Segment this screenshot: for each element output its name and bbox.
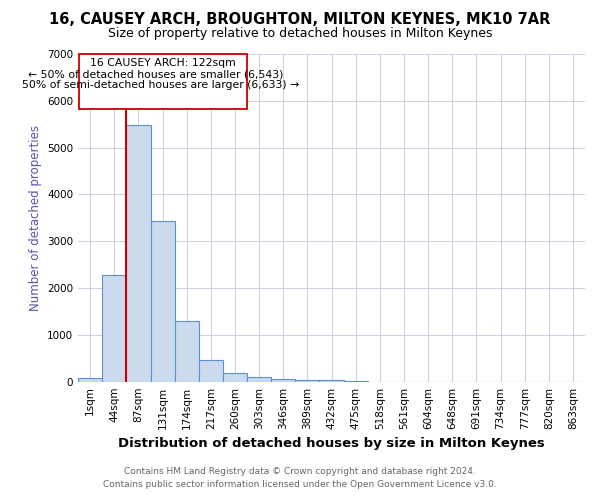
Bar xyxy=(79,54,247,109)
Bar xyxy=(319,380,344,382)
Y-axis label: Number of detached properties: Number of detached properties xyxy=(29,125,41,311)
Bar xyxy=(175,321,199,382)
Text: 50% of semi-detached houses are larger (6,633) →: 50% of semi-detached houses are larger (… xyxy=(22,80,299,90)
Text: 16 CAUSEY ARCH: 122sqm: 16 CAUSEY ARCH: 122sqm xyxy=(90,58,236,68)
Bar xyxy=(199,360,223,382)
Bar xyxy=(151,220,175,382)
Bar xyxy=(127,125,151,382)
X-axis label: Distribution of detached houses by size in Milton Keynes: Distribution of detached houses by size … xyxy=(118,437,545,450)
Bar xyxy=(271,378,295,382)
Bar xyxy=(295,380,319,382)
Text: Size of property relative to detached houses in Milton Keynes: Size of property relative to detached ho… xyxy=(108,28,492,40)
Text: Contains HM Land Registry data © Crown copyright and database right 2024.
Contai: Contains HM Land Registry data © Crown c… xyxy=(103,468,497,489)
Text: 16, CAUSEY ARCH, BROUGHTON, MILTON KEYNES, MK10 7AR: 16, CAUSEY ARCH, BROUGHTON, MILTON KEYNE… xyxy=(49,12,551,28)
Text: ← 50% of detached houses are smaller (6,543): ← 50% of detached houses are smaller (6,… xyxy=(28,69,283,79)
Bar xyxy=(223,373,247,382)
Bar xyxy=(102,275,127,382)
Bar xyxy=(247,377,271,382)
Bar xyxy=(78,378,102,382)
